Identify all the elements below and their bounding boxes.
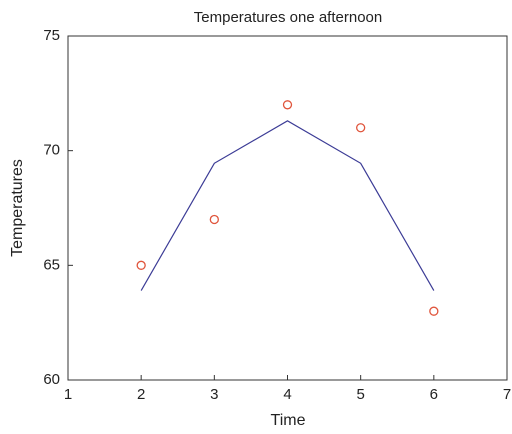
x-tick-label: 3 <box>210 386 218 403</box>
data-point <box>356 123 366 133</box>
data-point <box>209 214 219 225</box>
chart-title: Temperatures one afternoon <box>194 9 382 26</box>
y-tick-label: 60 <box>43 371 60 388</box>
y-tick-label: 75 <box>43 27 60 44</box>
plot-frame <box>67 35 508 381</box>
y-axis-label: Temperatures <box>9 159 26 257</box>
x-tick-label: 6 <box>430 386 438 403</box>
data-point <box>282 100 293 110</box>
data-point <box>136 260 146 270</box>
y-tick-label: 65 <box>43 256 60 273</box>
x-tick-label: 2 <box>137 386 145 403</box>
x-tick-label: 7 <box>503 386 511 403</box>
fit-line <box>140 120 435 291</box>
y-tick-label: 70 <box>43 142 60 159</box>
x-tick-label: 5 <box>356 386 364 403</box>
x-tick-label: 1 <box>64 386 72 403</box>
x-tick-label: 4 <box>283 386 291 403</box>
data-point <box>429 306 439 316</box>
x-axis-label: Time <box>271 412 306 429</box>
